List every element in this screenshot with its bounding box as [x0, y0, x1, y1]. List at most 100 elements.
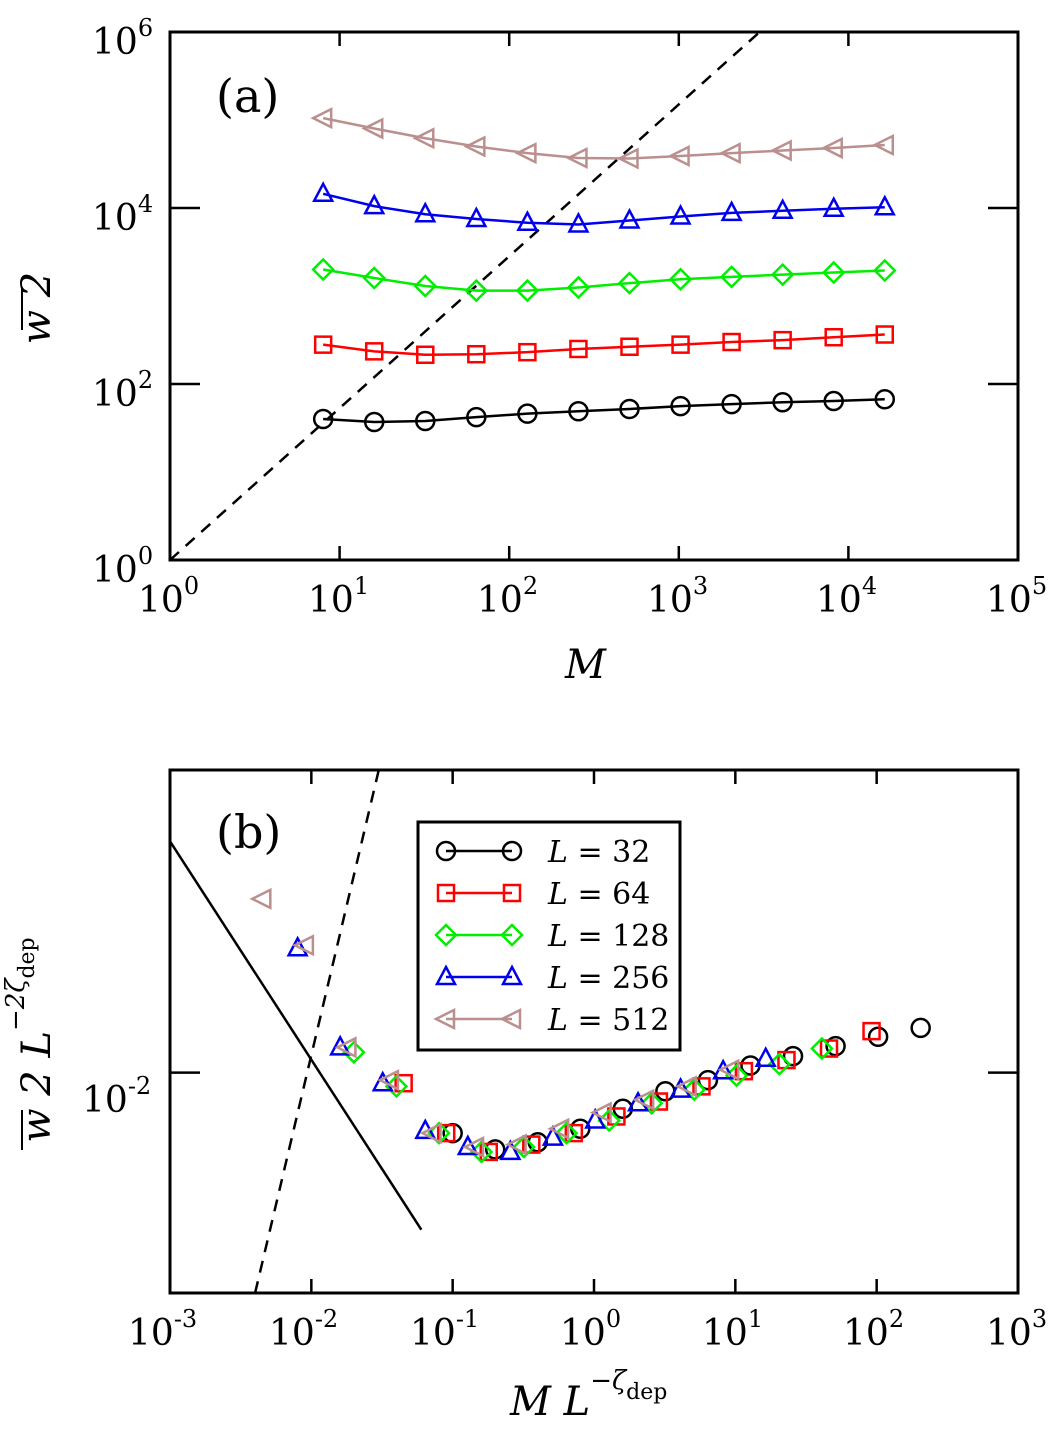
- diamond-marker: [464, 278, 489, 303]
- panel-b-series: [249, 887, 931, 1164]
- circle-marker: [867, 1026, 889, 1047]
- square-marker: [564, 1123, 584, 1143]
- diamond-marker: [682, 1077, 707, 1102]
- x-tick-label: 105: [986, 572, 1047, 621]
- triangle-marker: [312, 181, 335, 203]
- circle-marker: [568, 401, 589, 422]
- y-tick-label: 100: [92, 542, 153, 591]
- square-marker: [313, 335, 333, 354]
- left-triangle-marker: [565, 146, 588, 170]
- y-tick-label: 102: [92, 366, 153, 415]
- left-triangle-marker: [463, 135, 486, 158]
- legend-markers: [433, 840, 524, 1031]
- panel-a-label: (a): [216, 69, 279, 123]
- square-marker: [819, 1039, 839, 1058]
- circle-marker: [670, 395, 691, 417]
- left-triangle-marker: [547, 1117, 570, 1140]
- x-tick-label: 100: [560, 1305, 621, 1354]
- square-marker: [467, 344, 486, 364]
- left-triangle-marker: [433, 1007, 456, 1031]
- circle-marker: [363, 411, 385, 433]
- square-marker: [394, 1073, 413, 1093]
- series-line: [323, 333, 885, 356]
- circle-marker: [517, 403, 538, 424]
- triangle-marker: [371, 1070, 394, 1092]
- square-marker: [502, 883, 522, 903]
- square-marker: [692, 1077, 711, 1096]
- circle-marker: [874, 389, 896, 410]
- diamond-marker: [668, 267, 693, 292]
- diamond-marker: [362, 266, 386, 290]
- series-line: [322, 268, 885, 292]
- circle-marker: [619, 398, 640, 420]
- x-tick-label: 102: [843, 1305, 904, 1354]
- triangle-marker: [626, 1090, 650, 1112]
- square-marker: [518, 342, 537, 362]
- diamond-marker: [413, 274, 438, 298]
- left-triangle-marker: [377, 1069, 400, 1092]
- left-triangle-marker: [769, 139, 792, 162]
- legend-label: L = 256: [547, 961, 669, 996]
- y-tick-label: 104: [92, 190, 153, 239]
- left-triangle-marker: [514, 142, 537, 165]
- panel-a: 100 101 102 103 104 105 100 102 104 106 …: [14, 14, 1047, 688]
- triangle-marker: [720, 200, 743, 222]
- triangle-marker: [669, 1076, 692, 1098]
- circle-marker: [466, 406, 487, 428]
- panel-b: 10-3 10-2 10-1 100 101 102 103 10-2 (b) …: [1, 768, 1047, 1425]
- diamond-marker: [427, 1121, 451, 1145]
- series-line: [323, 398, 885, 424]
- triangle-marker: [434, 964, 458, 986]
- left-triangle-marker: [499, 1007, 522, 1031]
- reference-line: [168, 840, 423, 1231]
- reference-line: [169, 31, 761, 561]
- square-marker: [773, 330, 792, 350]
- left-triangle-marker: [334, 1036, 357, 1059]
- square-marker: [479, 1142, 498, 1162]
- legend-label: L = 512: [547, 1003, 669, 1038]
- legend-label: L = 64: [547, 877, 650, 912]
- legend-label: L = 32: [547, 835, 650, 870]
- panel-a-ticks: [170, 32, 1018, 560]
- panel-a-y-axis-title: w 2: [14, 272, 60, 344]
- circle-marker: [825, 1035, 846, 1057]
- diamond-marker: [719, 265, 744, 289]
- x-tick-label: 10-3: [128, 1305, 197, 1354]
- left-triangle-marker: [419, 1122, 442, 1145]
- circle-marker: [697, 1069, 719, 1091]
- square-marker: [436, 883, 456, 903]
- left-triangle-marker: [667, 144, 690, 168]
- square-marker: [620, 337, 639, 357]
- left-triangle-marker: [616, 147, 639, 170]
- x-tick-label: 10-1: [410, 1305, 479, 1354]
- diamond-marker: [554, 1121, 579, 1145]
- triangle-marker: [771, 198, 794, 220]
- circle-marker: [721, 393, 742, 415]
- reference-line: [253, 769, 380, 1294]
- square-marker: [824, 327, 843, 347]
- diamond-marker: [384, 1074, 409, 1099]
- circle-marker: [312, 408, 334, 430]
- square-marker: [569, 339, 588, 359]
- square-marker: [649, 1092, 669, 1111]
- diamond-marker: [515, 278, 540, 303]
- left-triangle-marker: [718, 142, 741, 165]
- triangle-marker: [584, 1107, 607, 1129]
- square-marker: [522, 1135, 541, 1154]
- legend: L = 32 L = 64 L = 128 L = 256 L = 512: [416, 820, 682, 1052]
- square-marker: [875, 325, 895, 344]
- panel-b-reference-lines: [168, 769, 423, 1294]
- triangle-marker: [754, 1046, 777, 1068]
- triangle-marker: [465, 206, 488, 228]
- panel-a-frame: [168, 30, 1020, 562]
- x-tick-label: 104: [816, 572, 877, 621]
- panel-a-y-axis-title-text: w 2: [14, 272, 60, 344]
- x-tick-label: 103: [986, 1305, 1047, 1354]
- square-marker: [364, 342, 384, 361]
- triangle-marker: [286, 935, 309, 957]
- diamond-marker: [770, 262, 795, 287]
- panel-a-x-axis-title: M: [564, 642, 607, 688]
- left-triangle-marker: [674, 1075, 697, 1098]
- triangle-marker: [567, 211, 590, 233]
